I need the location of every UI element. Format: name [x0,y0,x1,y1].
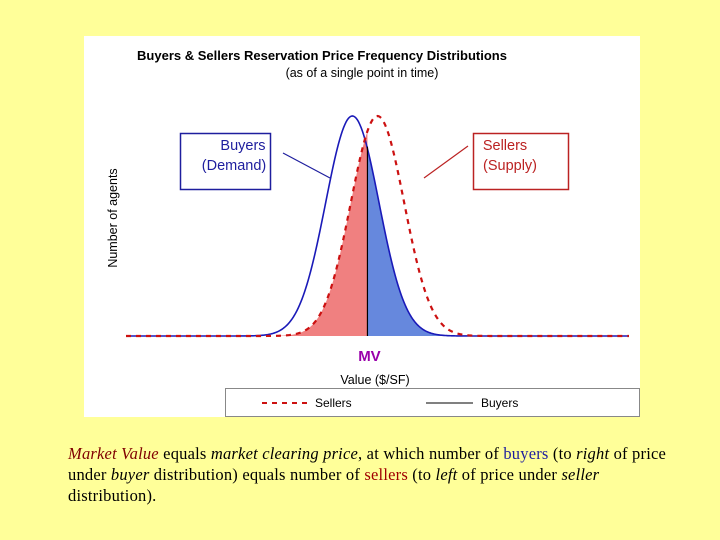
caption-market-value: Market Value [68,444,159,463]
caption-buyers: buyers [503,444,549,463]
chart-figure: Buyers & Sellers Reservation Price Frequ… [84,36,640,417]
sellers-left-shaded-area [276,131,368,336]
legend-buyers-label: Buyers [481,396,518,410]
caption-seller: seller [561,465,600,484]
chart-title: Buyers & Sellers Reservation Price Frequ… [137,48,507,63]
caption-left: left [435,465,458,484]
caption-text: , at which number of [358,444,504,463]
buyers-annotation-line1: Buyers [220,138,265,154]
sellers-annotation-line2: (Supply) [483,158,537,174]
caption-buyer: buyer [110,465,150,484]
y-axis-label: Number of agents [106,168,120,267]
caption-text: distribution). [68,486,157,505]
caption-text: equals [158,444,211,463]
chart-svg: Buyers & Sellers Reservation Price Frequ… [106,48,640,417]
chart-subtitle: (as of a single point in time) [286,66,439,80]
market-value-label: MV [358,348,381,365]
buyers-right-shaded-area [367,148,469,336]
sellers-curve [126,114,629,338]
caption-sellers: sellers [364,465,408,484]
caption-clearing-price: market clearing price [210,444,359,463]
sellers-annotation-line1: Sellers [483,138,527,154]
caption: Market Value equals market clearing pric… [68,443,668,506]
buyers-annotation-pointer [282,152,331,179]
legend-sellers-label: Sellers [315,396,352,410]
sellers-annotation-pointer [423,145,469,179]
caption-text: of price under [457,465,562,484]
caption-text: of price under [68,444,667,484]
caption-text: distribution) equals number of [149,465,365,484]
caption-text: (to [407,465,436,484]
x-axis-label: Value ($/SF) [340,373,409,387]
buyers-annotation-box [179,132,272,191]
caption-text: (to [548,444,577,463]
caption-right: right [576,444,610,463]
buyers-annotation-line2: (Demand) [202,158,266,174]
sellers-annotation-box [472,132,570,191]
